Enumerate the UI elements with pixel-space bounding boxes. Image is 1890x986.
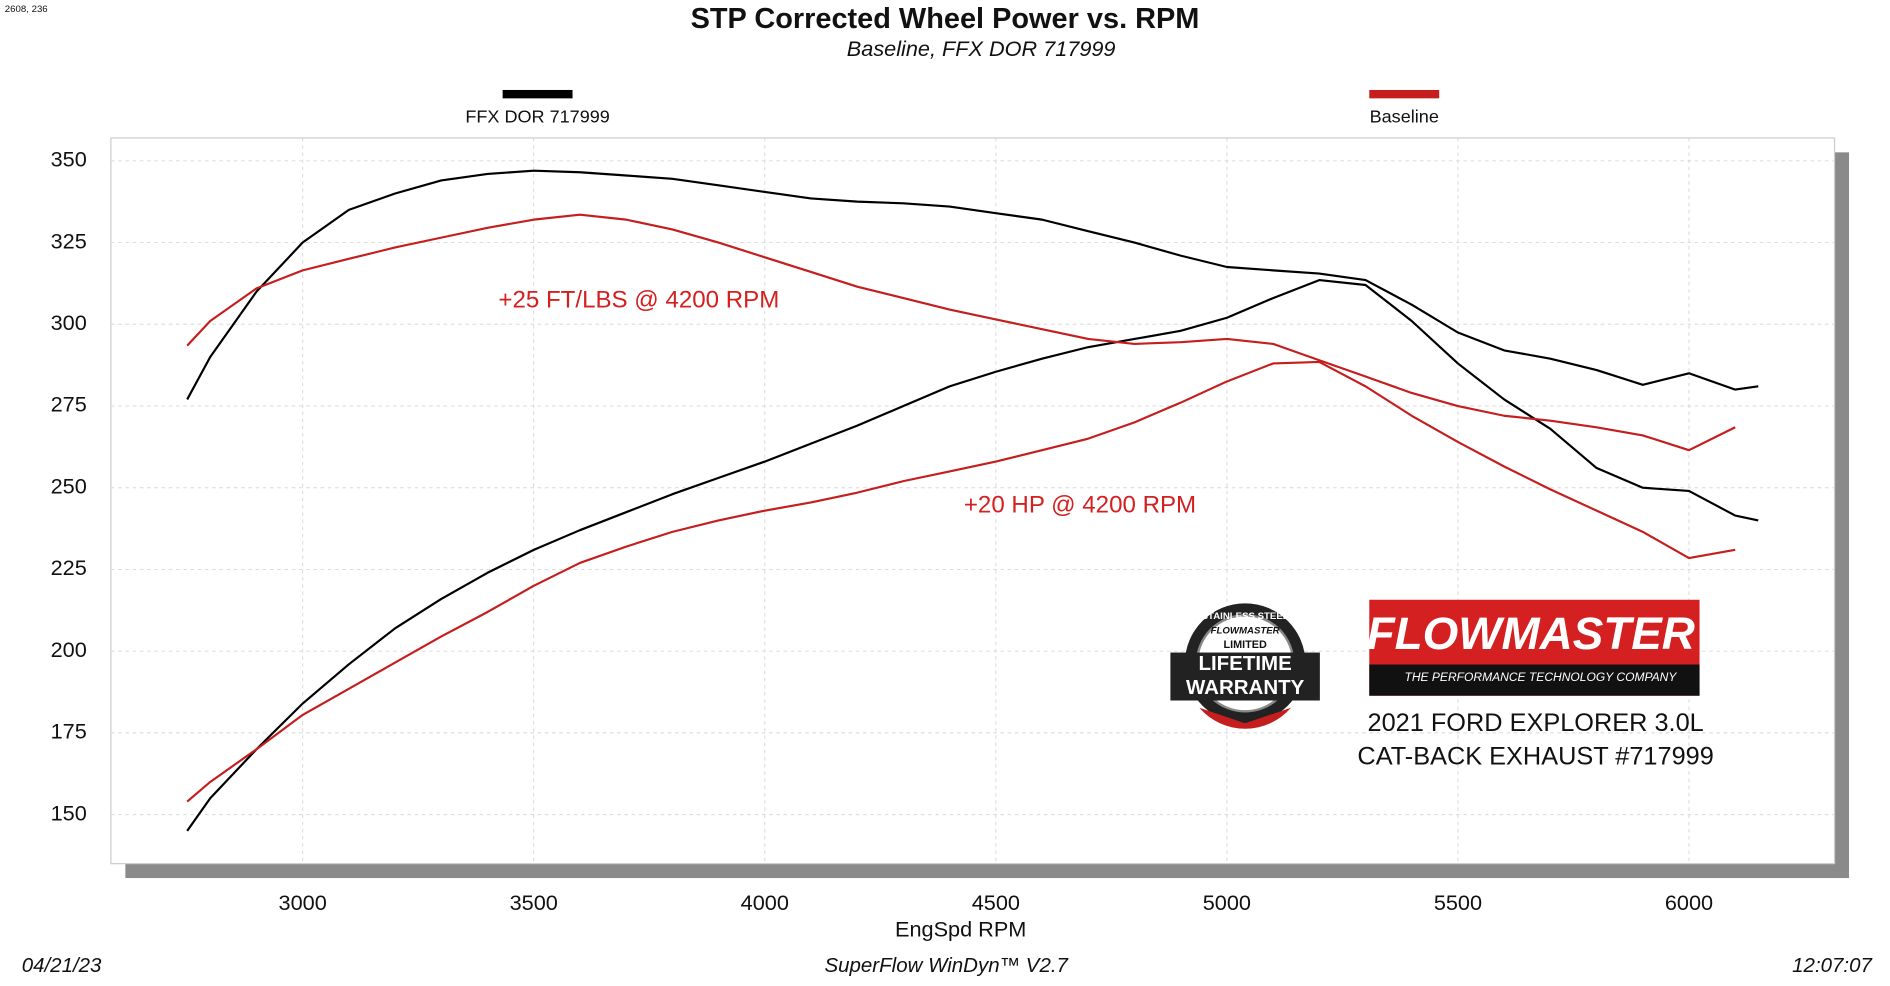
- x-tick-label: 4500: [972, 890, 1020, 915]
- legend-swatch: [1369, 89, 1440, 99]
- x-tick-label: 4000: [741, 890, 789, 915]
- y-tick-label: 150: [51, 800, 87, 825]
- footer-software: SuperFlow WinDyn™ V2.7: [824, 954, 1068, 977]
- annotation: +25 FT/LBS @ 4200 RPM: [498, 286, 779, 313]
- y-tick-label: 200: [51, 637, 87, 662]
- y-tick-label: 350: [51, 147, 87, 172]
- x-tick-label: 5500: [1434, 890, 1482, 915]
- x-tick-label: 6000: [1665, 890, 1713, 915]
- x-tick-label: 3500: [510, 890, 558, 915]
- y-tick-label: 225: [51, 555, 87, 580]
- y-tick-label: 175: [51, 719, 87, 744]
- annotation: +20 HP @ 4200 RPM: [964, 492, 1196, 519]
- logo-text: FLOWMASTER: [1367, 608, 1695, 659]
- legend-label: Baseline: [1370, 106, 1439, 126]
- legend: FFX DOR 717999 Baseline: [465, 89, 1440, 126]
- plot-area: [110, 137, 1836, 865]
- y-tick-label: 325: [51, 228, 87, 253]
- badge-text: LIMITED: [1223, 639, 1267, 651]
- badge-text: STAINLESS STEEL: [1202, 611, 1289, 622]
- vehicle-text: 2021 FORD EXPLORER 3.0L: [1368, 709, 1704, 737]
- x-tick-label: 5000: [1203, 890, 1251, 915]
- badge-text: FLOWMASTER: [1211, 625, 1280, 636]
- chart-subtitle: Baseline, FFX DOR 717999: [847, 36, 1116, 61]
- data-line: [186, 279, 1759, 832]
- flowmaster-logo: FLOWMASTER THE PERFORMANCE TECHNOLOGY CO…: [1367, 599, 1700, 696]
- data-line: [186, 213, 1736, 452]
- footer-date: 04/21/23: [22, 954, 102, 977]
- x-tick-label: 3000: [279, 890, 327, 915]
- badge-text: LIFETIME: [1198, 652, 1291, 675]
- data-line: [186, 360, 1736, 803]
- x-axis: 3000 3500 4000 4500 5000 5500 6000: [279, 890, 1714, 915]
- lines: [186, 169, 1759, 832]
- legend-label: FFX DOR 717999: [465, 106, 610, 126]
- corner-text: 2608, 236: [5, 4, 48, 15]
- badge-text: WARRANTY: [1186, 676, 1305, 699]
- data-line: [186, 169, 1759, 400]
- y-tick-label: 300: [51, 310, 87, 335]
- grid: [110, 137, 1835, 864]
- legend-swatch: [502, 89, 573, 99]
- warranty-badge: STAINLESS STEEL FLOWMASTER LIMITED LIFET…: [1170, 603, 1320, 729]
- footer-time: 12:07:07: [1792, 954, 1872, 977]
- y-tick-label: 250: [51, 473, 87, 498]
- x-axis-label: EngSpd RPM: [895, 917, 1026, 942]
- chart-title: STP Corrected Wheel Power vs. RPM: [691, 3, 1200, 35]
- logo-tagline: THE PERFORMANCE TECHNOLOGY COMPANY: [1404, 670, 1677, 684]
- vehicle-text: CAT-BACK EXHAUST #717999: [1357, 743, 1713, 771]
- y-tick-label: 275: [51, 392, 87, 417]
